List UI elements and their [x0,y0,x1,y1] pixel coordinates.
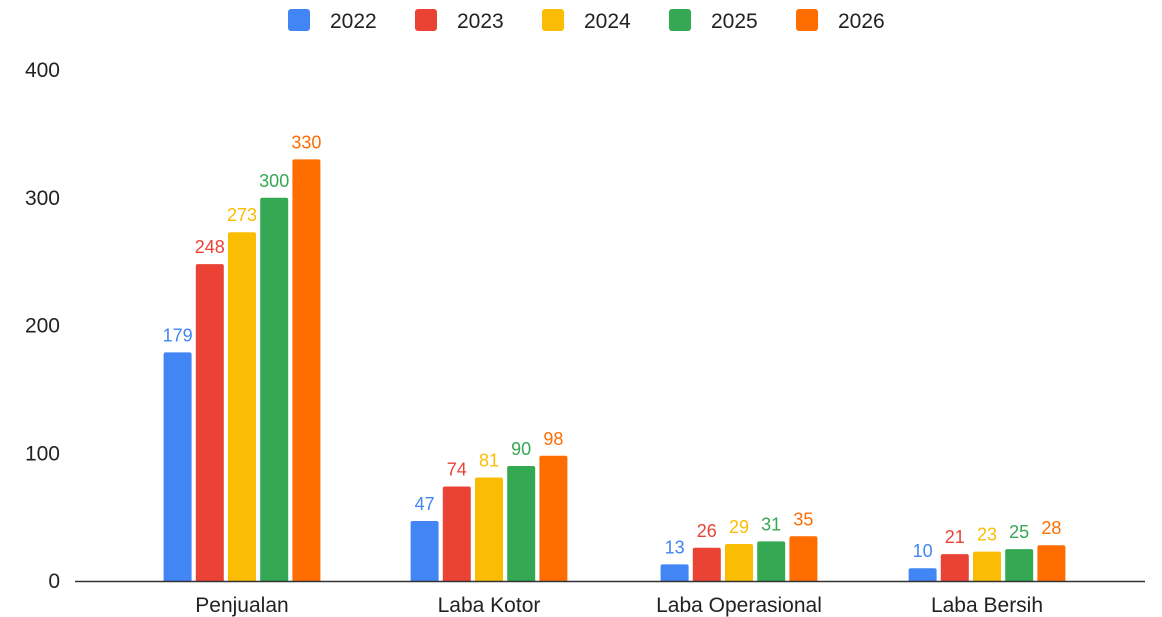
data-label-laba-kotor-2022: 47 [415,494,435,514]
y-tick-label-100: 100 [25,442,60,465]
bar-laba-kotor-2024 [475,477,503,581]
bar-laba-operasional-2026 [789,536,818,581]
legend-label-2024: 2024 [584,10,631,33]
legend: 2022 2023 2024 2025 2026 [288,9,885,33]
legend-swatch-2026 [796,9,818,31]
x-category-label-penjualan: Penjualan [195,594,288,617]
x-category-label-laba-bersih: Laba Bersih [931,594,1043,617]
data-label-laba-operasional-2023: 26 [697,521,717,541]
data-label-laba-kotor-2025: 90 [511,439,531,459]
legend-swatch-2023 [415,9,437,31]
bar-laba-kotor-2022 [410,520,439,581]
data-label-laba-kotor-2026: 98 [543,429,563,449]
data-label-penjualan-2024: 273 [227,205,257,225]
x-category-label-laba-kotor: Laba Kotor [438,594,541,617]
bar-laba-bersih-2025 [1005,549,1034,581]
legend-label-2022: 2022 [330,10,377,33]
legend-label-2025: 2025 [711,10,758,33]
y-tick-label-400: 400 [25,59,60,82]
bar-laba-operasional-2023 [692,547,721,581]
data-label-laba-bersih-2025: 25 [1009,522,1029,542]
data-label-laba-operasional-2025: 31 [761,514,781,534]
bar-laba-bersih-2022 [908,568,937,581]
bar-laba-kotor-2025 [507,466,536,581]
bar-penjualan-2024 [228,232,256,581]
bar-laba-bersih-2026 [1037,545,1066,581]
y-axis: 0 100 200 300 400 [25,59,60,593]
bar-laba-bersih-2024 [973,551,1001,581]
bar-laba-operasional-2022 [660,564,689,581]
bar-penjualan-2023 [195,264,224,581]
legend-swatch-2024 [542,9,564,31]
data-label-penjualan-2023: 248 [195,237,225,257]
legend-swatch-2025 [669,9,691,31]
bar-penjualan-2022 [163,352,192,581]
y-tick-label-0: 0 [48,570,60,593]
legend-swatch-2022 [288,9,310,31]
data-label-penjualan-2026: 330 [291,132,321,152]
data-label-laba-kotor-2024: 81 [479,451,499,471]
data-label-laba-bersih-2026: 28 [1041,518,1061,538]
bar-penjualan-2026 [292,159,321,582]
bars-group [163,159,1066,582]
data-label-laba-operasional-2024: 29 [729,517,749,537]
bar-laba-kotor-2023 [442,486,471,581]
y-tick-label-200: 200 [25,315,60,338]
data-label-laba-bersih-2022: 10 [913,541,933,561]
x-axis: Penjualan Laba Kotor Laba Operasional Laba … [75,580,1145,617]
data-label-laba-bersih-2023: 21 [945,527,965,547]
bar-laba-operasional-2025 [757,541,786,581]
y-tick-label-300: 300 [25,187,60,210]
data-label-penjualan-2022: 179 [163,325,193,345]
bar-penjualan-2025 [260,197,289,581]
legend-label-2023: 2023 [457,10,504,33]
data-label-laba-bersih-2024: 23 [977,525,997,545]
data-label-penjualan-2025: 300 [259,171,289,191]
data-label-laba-operasional-2026: 35 [793,509,813,529]
bar-laba-kotor-2026 [539,455,568,581]
data-label-laba-kotor-2023: 74 [447,459,467,479]
data-label-laba-operasional-2022: 13 [665,537,685,557]
bar-laba-bersih-2023 [940,554,969,581]
x-category-label-laba-operasional: Laba Operasional [656,594,822,617]
bar-laba-operasional-2024 [725,543,753,581]
legend-label-2026: 2026 [838,10,885,33]
